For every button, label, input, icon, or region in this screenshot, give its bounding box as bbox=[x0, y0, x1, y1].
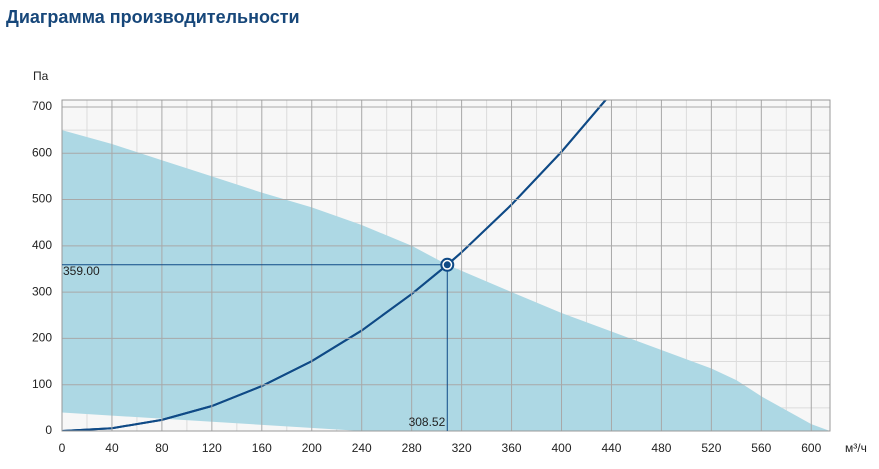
y-tick-label: 600 bbox=[32, 145, 52, 159]
operating-flow-label: 308.52 bbox=[409, 415, 446, 429]
x-tick-label: 520 bbox=[701, 441, 721, 455]
y-tick-label: 300 bbox=[32, 284, 52, 298]
x-tick-label: 560 bbox=[751, 441, 771, 455]
y-tick-label: 500 bbox=[32, 192, 52, 206]
x-tick-label: 200 bbox=[302, 441, 322, 455]
y-tick-label: 200 bbox=[32, 331, 52, 345]
operating-point-center bbox=[443, 261, 451, 269]
y-tick-label: 0 bbox=[45, 423, 52, 437]
x-tick-label: 80 bbox=[155, 441, 169, 455]
x-tick-label: 40 bbox=[105, 441, 119, 455]
plot-frame bbox=[61, 99, 831, 432]
x-tick-label: 440 bbox=[601, 441, 621, 455]
x-tick-label: 480 bbox=[651, 441, 671, 455]
y-tick-label: 100 bbox=[32, 377, 52, 391]
x-tick-label: 0 bbox=[59, 441, 66, 455]
operating-area bbox=[62, 130, 830, 431]
x-tick-label: 360 bbox=[502, 441, 522, 455]
y-axis-label: Па bbox=[33, 69, 49, 83]
x-tick-label: 240 bbox=[352, 441, 372, 455]
x-tick-label: 400 bbox=[551, 441, 571, 455]
x-tick-label: 320 bbox=[452, 441, 472, 455]
y-tick-label: 700 bbox=[32, 99, 52, 113]
y-tick-label: 400 bbox=[32, 238, 52, 252]
x-tick-label: 280 bbox=[402, 441, 422, 455]
chart-title: Диаграмма производительности bbox=[6, 7, 300, 27]
x-axis-label: м³/ч bbox=[845, 441, 867, 455]
x-tick-label: 160 bbox=[252, 441, 272, 455]
x-tick-label: 120 bbox=[202, 441, 222, 455]
operating-value-label: 359.00 bbox=[63, 264, 100, 278]
x-tick-label: 600 bbox=[801, 441, 821, 455]
